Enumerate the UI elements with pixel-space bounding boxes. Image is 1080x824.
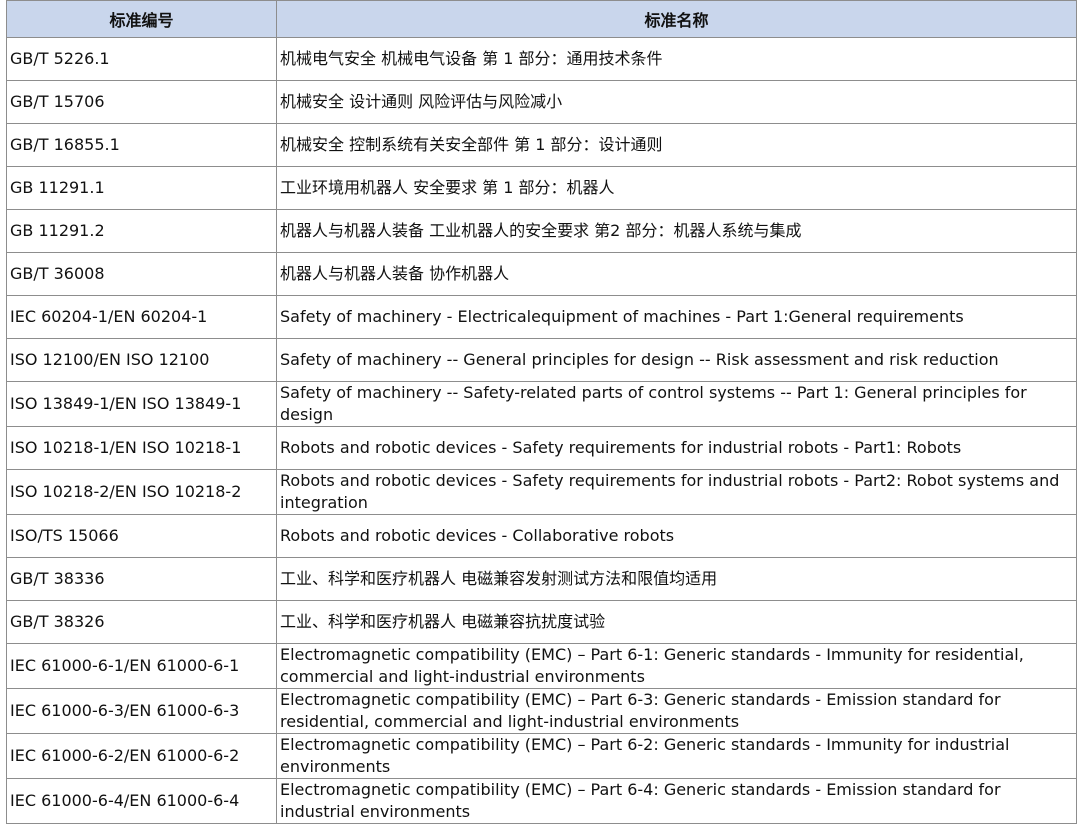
standard-code: GB/T 38326 <box>6 600 277 644</box>
table-row: ISO 12100/EN ISO 12100 Safety of machiner… <box>6 338 1077 382</box>
standard-code: GB/T 36008 <box>6 252 277 296</box>
table-row: GB 11291.2 机器人与机器人装备 工业机器人的安全要求 第2 部分：机器人… <box>6 209 1077 253</box>
table-row: GB/T 38326 工业、科学和医疗机器人 电磁兼容抗扰度试验 <box>6 600 1077 644</box>
standard-name: Electromagnetic compatibility (EMC) – Pa… <box>276 778 1077 824</box>
standard-name: Safety of machinery - Electricalequipmen… <box>276 295 1077 339</box>
table-row: IEC 60204-1/EN 60204-1 Safety of machiner… <box>6 295 1077 339</box>
table-row: GB/T 36008 机器人与机器人装备 协作机器人 <box>6 252 1077 296</box>
table-row: IEC 61000-6-1/EN 61000-6-1 Electromagneti… <box>6 643 1077 689</box>
table-row: GB/T 5226.1 机械电气安全 机械电气设备 第 1 部分：通用技术条件 <box>6 37 1077 81</box>
standard-code: GB/T 16855.1 <box>6 123 277 167</box>
standard-name: Robots and robotic devices - Safety requ… <box>276 426 1077 470</box>
standard-code: IEC 61000-6-1/EN 61000-6-1 <box>6 643 277 689</box>
standard-code: ISO 10218-2/EN ISO 10218-2 <box>6 469 277 515</box>
standard-code: IEC 61000-6-4/EN 61000-6-4 <box>6 778 277 824</box>
standard-name: Robots and robotic devices - Safety requ… <box>276 469 1077 515</box>
standard-code: GB/T 5226.1 <box>6 37 277 81</box>
standards-table: 标准编号 标准名称 GB/T 5226.1 机械电气安全 机械电气设备 第 1 部分… <box>6 0 1077 824</box>
standard-name: Safety of machinery -- Safety-related pa… <box>276 381 1077 427</box>
table-row: ISO 10218-1/EN ISO 10218-1 Robots and rob… <box>6 426 1077 470</box>
column-header: 标准编号 <box>6 0 277 38</box>
standard-name: Safety of machinery -- General principle… <box>276 338 1077 382</box>
standard-name: Robots and robotic devices - Collaborati… <box>276 514 1077 558</box>
table-row: IEC 61000-6-3/EN 61000-6-3 Electromagneti… <box>6 688 1077 734</box>
table-wrap: 标准编号 标准名称 GB/T 5226.1 机械电气安全 机械电气设备 第 1 部分… <box>6 0 1077 824</box>
standard-code: IEC 61000-6-2/EN 61000-6-2 <box>6 733 277 779</box>
standard-code: ISO 12100/EN ISO 12100 <box>6 338 277 382</box>
standard-name: Electromagnetic compatibility (EMC) – Pa… <box>276 688 1077 734</box>
standard-name: Electromagnetic compatibility (EMC) – Pa… <box>276 643 1077 689</box>
table-row: GB/T 16855.1 机械安全 控制系统有关安全部件 第 1 部分：设计通则 <box>6 123 1077 167</box>
table-row: ISO/TS 15066 Robots and robotic devices -… <box>6 514 1077 558</box>
standard-code: IEC 60204-1/EN 60204-1 <box>6 295 277 339</box>
standard-code: IEC 61000-6-3/EN 61000-6-3 <box>6 688 277 734</box>
table-row: GB/T 38336 工业、科学和医疗机器人 电磁兼容发射测试方法和限值均适用 <box>6 557 1077 601</box>
header-row: 标准编号 标准名称 <box>6 0 1077 38</box>
standard-code: GB/T 15706 <box>6 80 277 124</box>
table-header: 标准编号 标准名称 <box>6 0 1077 38</box>
standard-name: 机械安全 控制系统有关安全部件 第 1 部分：设计通则 <box>276 123 1077 167</box>
table-row: IEC 61000-6-2/EN 61000-6-2 Electromagneti… <box>6 733 1077 779</box>
standard-name: 机器人与机器人装备 工业机器人的安全要求 第2 部分：机器人系统与集成 <box>276 209 1077 253</box>
standard-name: Electromagnetic compatibility (EMC) – Pa… <box>276 733 1077 779</box>
standard-name: 机械电气安全 机械电气设备 第 1 部分：通用技术条件 <box>276 37 1077 81</box>
table-row: IEC 61000-6-4/EN 61000-6-4 Electromagneti… <box>6 778 1077 824</box>
table-row: ISO 13849-1/EN ISO 13849-1 Safety of mach… <box>6 381 1077 427</box>
table-row: ISO 10218-2/EN ISO 10218-2 Robots and rob… <box>6 469 1077 515</box>
table-row: GB 11291.1 工业环境用机器人 安全要求 第 1 部分：机器人 <box>6 166 1077 210</box>
standard-code: ISO 10218-1/EN ISO 10218-1 <box>6 426 277 470</box>
standard-name: 机械安全 设计通则 风险评估与风险减小 <box>276 80 1077 124</box>
standard-code: GB/T 38336 <box>6 557 277 601</box>
table-body: GB/T 5226.1 机械电气安全 机械电气设备 第 1 部分：通用技术条件 GB… <box>6 37 1077 824</box>
standard-code: ISO/TS 15066 <box>6 514 277 558</box>
standard-code: GB 11291.1 <box>6 166 277 210</box>
column-header: 标准名称 <box>276 0 1077 38</box>
standard-name: 工业、科学和医疗机器人 电磁兼容抗扰度试验 <box>276 600 1077 644</box>
standard-code: GB 11291.2 <box>6 209 277 253</box>
table-row: GB/T 15706 机械安全 设计通则 风险评估与风险减小 <box>6 80 1077 124</box>
standard-name: 工业、科学和医疗机器人 电磁兼容发射测试方法和限值均适用 <box>276 557 1077 601</box>
standard-code: ISO 13849-1/EN ISO 13849-1 <box>6 381 277 427</box>
standard-name: 机器人与机器人装备 协作机器人 <box>276 252 1077 296</box>
standard-name: 工业环境用机器人 安全要求 第 1 部分：机器人 <box>276 166 1077 210</box>
